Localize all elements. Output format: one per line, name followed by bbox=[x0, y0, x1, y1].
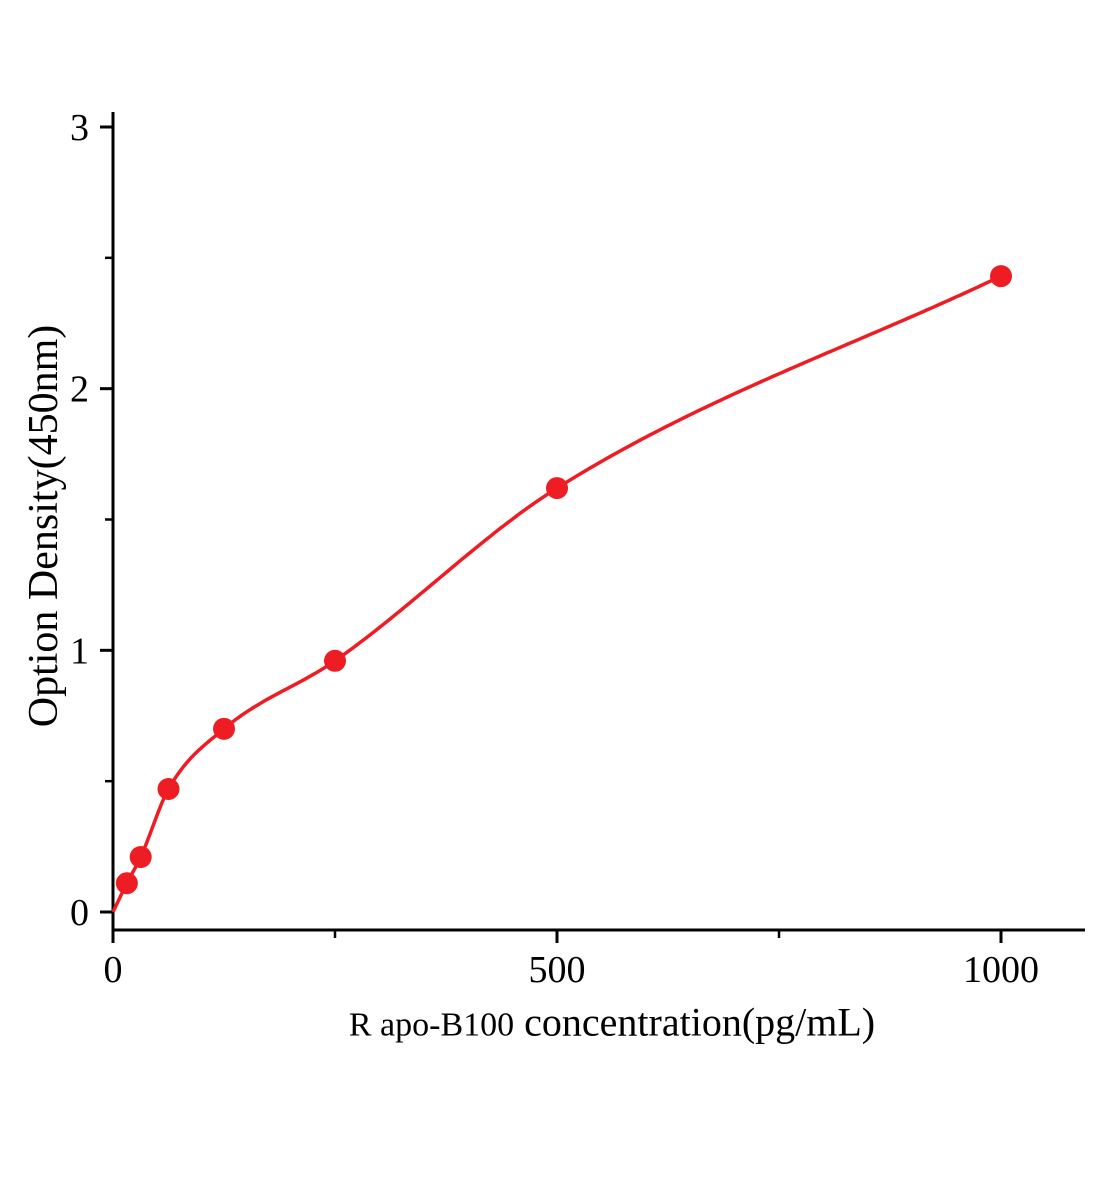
data-point bbox=[324, 649, 346, 672]
x-tick-label: 0 bbox=[104, 949, 123, 991]
y-axis-title: Option Density(450nm) bbox=[21, 324, 67, 728]
y-tick-label: 2 bbox=[70, 369, 89, 411]
data-point bbox=[129, 846, 152, 869]
y-tick-label: 1 bbox=[70, 630, 89, 672]
x-tick-label: 500 bbox=[529, 949, 586, 991]
x-tick-label: 1000 bbox=[963, 949, 1039, 991]
data-point bbox=[213, 717, 235, 740]
x-axis-title: R apo-B100 concentration(pg/mL) bbox=[349, 999, 875, 1046]
data-point bbox=[990, 265, 1012, 288]
data-point bbox=[546, 477, 568, 500]
fit-curve bbox=[111, 274, 1002, 913]
data-point bbox=[115, 872, 138, 895]
y-tick-label: 3 bbox=[70, 107, 89, 149]
x-axis-title-main: concentration(pg/mL) bbox=[524, 999, 876, 1045]
y-tick-label: 0 bbox=[70, 892, 89, 934]
x-axis-title-prefix: R apo-B100 bbox=[348, 1006, 515, 1044]
data-point bbox=[157, 778, 180, 801]
